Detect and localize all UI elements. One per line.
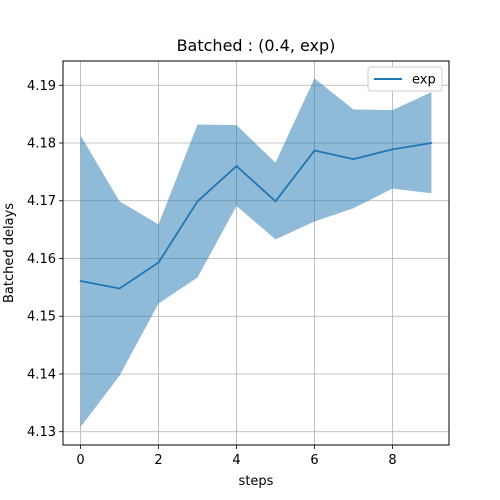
data-point (118, 287, 121, 290)
y-axis-ticks: 4.13 4.14 4.15 4.16 4.17 4.18 4.19 (27, 79, 63, 440)
series-line-layer (79, 142, 433, 290)
confidence-band (80, 78, 432, 428)
data-point (235, 165, 238, 167)
data-point (430, 142, 433, 144)
y-tick-label: 4.14 (27, 367, 56, 382)
confidence-band-layer (80, 78, 432, 428)
x-axis-label: steps (239, 474, 274, 489)
data-point (157, 261, 160, 264)
legend-box (367, 66, 443, 92)
data-point (313, 149, 316, 152)
x-tick-label: 4 (232, 453, 240, 468)
x-tick-label: 8 (388, 453, 396, 468)
data-point (196, 200, 199, 203)
data-point (391, 148, 394, 151)
y-tick-label: 4.18 (27, 136, 56, 151)
series-line (80, 142, 432, 290)
legend: exp (367, 66, 443, 92)
y-axis-label: Batched delays (2, 203, 17, 303)
y-tick-label: 4.17 (27, 194, 56, 209)
data-point (274, 200, 277, 203)
y-tick-label: 4.13 (27, 425, 56, 440)
chart-title: Batched : (0.4, exp) (177, 36, 336, 55)
y-tick-label: 4.16 (27, 252, 56, 267)
x-tick-label: 0 (76, 453, 84, 468)
data-point (79, 280, 82, 282)
x-tick-label: 2 (154, 453, 162, 468)
legend-label: exp (412, 73, 436, 88)
y-tick-label: 4.19 (27, 79, 56, 94)
x-axis-ticks: 0 2 4 6 8 (76, 445, 397, 468)
data-point (352, 158, 355, 161)
plot-frame (62, 60, 450, 446)
y-tick-label: 4.15 (27, 310, 56, 325)
x-tick-label: 6 (310, 453, 318, 468)
